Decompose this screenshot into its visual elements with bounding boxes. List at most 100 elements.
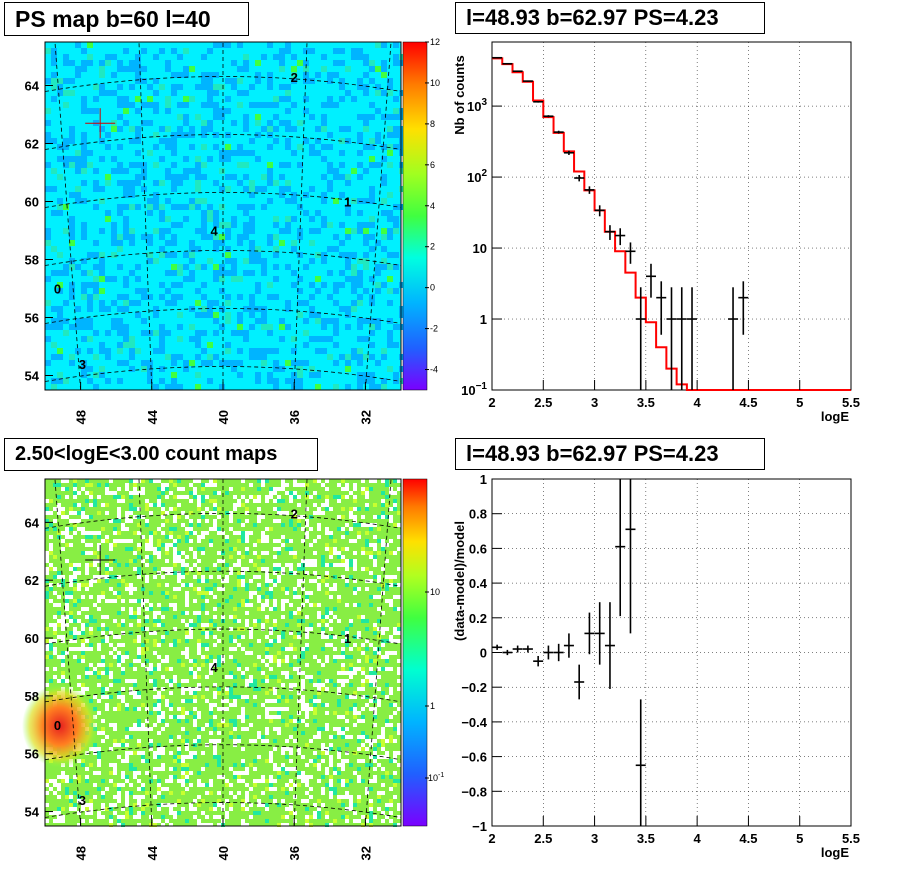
count-map-cell: [277, 487, 281, 491]
count-map-cell: [181, 783, 185, 787]
count-map-cell: [189, 631, 193, 635]
count-map-cell: [97, 627, 101, 631]
count-map-cell: [133, 803, 137, 807]
ps-map-cell: [267, 180, 273, 186]
count-map-cell: [157, 539, 161, 543]
count-map-cell: [381, 643, 385, 647]
spectrum-data-point: [738, 281, 749, 335]
ps-map-cell: [51, 246, 57, 252]
count-map-cell: [321, 751, 325, 755]
count-map-cell: [157, 611, 161, 615]
count-map-cell: [57, 775, 61, 779]
count-map-cell: [353, 519, 357, 523]
count-map-cell: [89, 619, 93, 623]
count-map-cell: [153, 723, 157, 727]
count-map-cell: [373, 595, 377, 599]
count-map-cell: [45, 511, 49, 515]
count-map-cell: [333, 655, 337, 659]
ps-map-cell: [207, 126, 213, 132]
ps-map-cell: [63, 156, 69, 162]
ps-map-cell: [99, 366, 105, 372]
count-map-cell: [141, 599, 145, 603]
ps-map-cell: [387, 210, 393, 216]
count-map-cell: [365, 539, 369, 543]
count-map-cell: [189, 511, 193, 515]
count-map-cell: [113, 811, 117, 815]
ps-map-cell: [117, 144, 123, 150]
count-map-cell: [397, 479, 401, 483]
count-map-cell: [89, 763, 93, 767]
ps-map-cell: [369, 246, 375, 252]
ps-map-cell: [381, 156, 387, 162]
ps-map-cell: [255, 156, 261, 162]
residual-data-point: [553, 643, 564, 662]
ps-map-cell: [315, 210, 321, 216]
count-map-cell: [345, 695, 349, 699]
ps-map-cell: [171, 174, 177, 180]
ps-map-cell: [309, 336, 315, 342]
ps-map-cell: [123, 192, 129, 198]
ps-map-cell: [315, 276, 321, 282]
ps-map-cell: [123, 234, 129, 240]
count-map-cell: [305, 571, 309, 575]
count-map-cell: [301, 731, 305, 735]
count-map-cell: [77, 647, 81, 651]
count-map-cell: [169, 679, 173, 683]
count-map-cell: [249, 595, 253, 599]
count-map-cell: [369, 671, 373, 675]
count-map-cell: [313, 759, 317, 763]
count-map-cell: [61, 775, 65, 779]
count-map-cell: [349, 619, 353, 623]
ps-map-cell: [123, 282, 129, 288]
count-map-cell: [273, 567, 277, 571]
ps-map-cell: [297, 378, 303, 384]
count-map-cell: [53, 615, 57, 619]
count-map-cell: [165, 631, 169, 635]
count-map-cell: [345, 815, 349, 819]
ps-map-cell: [219, 156, 225, 162]
count-map-cell: [97, 643, 101, 647]
count-map-cell: [105, 671, 109, 675]
ps-map-cell: [171, 162, 177, 168]
count-map-cell: [61, 619, 65, 623]
count-map-cell: [93, 743, 97, 747]
ps-map-cell: [57, 324, 63, 330]
count-map-cell: [49, 563, 53, 567]
ps-map-cell: [129, 354, 135, 360]
count-map-cell: [53, 667, 57, 671]
count-map-cell: [85, 615, 89, 619]
count-map-cell: [257, 799, 261, 803]
ps-map-cell: [297, 312, 303, 318]
count-map-cell: [261, 535, 265, 539]
ps-map-cell: [99, 258, 105, 264]
ps-map-cell: [153, 306, 159, 312]
cmap-source-label: 3: [79, 793, 86, 808]
spectrum-xtick-label: 4: [694, 395, 702, 410]
count-map-cell: [265, 551, 269, 555]
count-map-cell: [53, 779, 57, 783]
ps-map-cell: [273, 216, 279, 222]
count-map-cell: [233, 683, 237, 687]
ps-map-cell: [201, 174, 207, 180]
ps-map-cell: [207, 210, 213, 216]
count-map-cell: [333, 539, 337, 543]
count-map-cell: [77, 587, 81, 591]
psmap-source-label: 2: [291, 70, 298, 85]
ps-map-cell: [285, 324, 291, 330]
ps-map-cell: [165, 66, 171, 72]
count-map-cell: [365, 495, 369, 499]
count-map-cell: [157, 543, 161, 547]
count-map-cell: [193, 755, 197, 759]
count-map-cell: [101, 731, 105, 735]
count-map-cell: [305, 675, 309, 679]
count-map-cell: [373, 775, 377, 779]
count-map-cell: [49, 547, 53, 551]
ps-map-cell: [51, 54, 57, 60]
ps-map-cell: [123, 222, 129, 228]
count-map-cell: [177, 751, 181, 755]
count-map-cell: [229, 691, 233, 695]
count-map-cell: [121, 695, 125, 699]
count-map-cell: [185, 779, 189, 783]
count-map-cell: [93, 503, 97, 507]
count-map-cell: [213, 511, 217, 515]
